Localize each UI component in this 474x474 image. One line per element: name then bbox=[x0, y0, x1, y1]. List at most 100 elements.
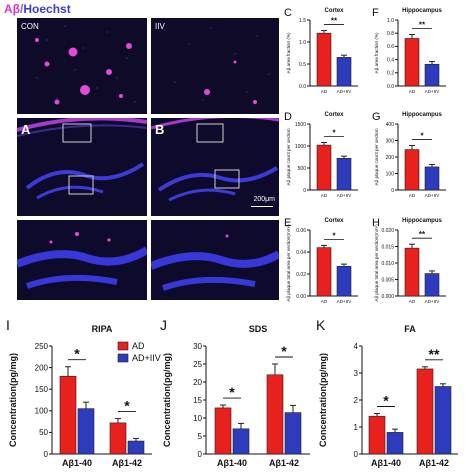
y-tick-label-J: 0 bbox=[198, 450, 203, 459]
chart-title-C: Cortex bbox=[324, 8, 344, 14]
title-separator: / bbox=[20, 2, 24, 16]
significance-mark-I: * bbox=[74, 346, 80, 362]
x-tick-label-H: AD bbox=[409, 299, 416, 304]
significance-mark-F: ** bbox=[419, 21, 426, 30]
panel-letter-a: A bbox=[21, 122, 31, 137]
y-tick-label-G: 200 bbox=[386, 155, 395, 161]
bar-H-0 bbox=[404, 247, 420, 297]
bar-K-0-1 bbox=[386, 432, 404, 455]
significance-mark-E: * bbox=[332, 231, 336, 240]
y-tick-label-G: 100 bbox=[386, 171, 395, 177]
y-tick-label-K: 1 bbox=[354, 423, 359, 432]
y-tick-label-I: 250 bbox=[35, 342, 49, 351]
label-iiv: IIV bbox=[155, 22, 165, 31]
chart-G: G Hippocampus 0 100 200 300 400 Aβ plaque count… bbox=[372, 111, 446, 198]
significance-mark-K: ** bbox=[429, 346, 440, 362]
chart-C: C Cortex 0.0 0.5 1.0 1.5 Aβ area fraction (%) A… bbox=[284, 7, 358, 94]
x-tick-label-J: Aβ1-40 bbox=[217, 458, 247, 468]
y-axis-label-F: Aβ area fraction (%) bbox=[374, 32, 379, 73]
x-tick-label-G: AD bbox=[409, 193, 416, 198]
y-tick-label-E: 0.06 bbox=[296, 228, 306, 234]
bar-J-1-1 bbox=[284, 412, 302, 455]
significance-mark-K: * bbox=[383, 393, 389, 409]
panel-letter-b: B bbox=[155, 122, 165, 137]
x-tick-label-K: Aβ1-40 bbox=[371, 458, 401, 468]
scale-bar-line bbox=[251, 206, 273, 207]
legend-label-0: AD bbox=[132, 341, 145, 351]
y-tick-label-J: 10 bbox=[193, 414, 202, 423]
y-tick-label-J: 20 bbox=[193, 378, 202, 387]
y-tick-label-H: 0.020 bbox=[381, 228, 394, 234]
micro-iiv-hippocampus bbox=[151, 220, 279, 300]
bar-G-0 bbox=[404, 149, 420, 191]
y-tick-label-G: 0 bbox=[391, 188, 394, 194]
x-tick-label-C: AD+IIV bbox=[337, 89, 353, 94]
micro-iiv-section: B 200μm bbox=[151, 118, 279, 216]
micro-iiv-zoom: IIV bbox=[151, 18, 279, 114]
bar-H-1 bbox=[424, 273, 440, 297]
panel-letter-F: F bbox=[372, 7, 379, 19]
panel-letter-C: C bbox=[284, 7, 292, 19]
scale-bar-label: 200μm bbox=[253, 196, 275, 203]
x-tick-label-J: Aβ1-42 bbox=[269, 458, 299, 468]
panel-letter-I: I bbox=[6, 317, 10, 333]
y-tick-label-H: 0.005 bbox=[381, 277, 394, 283]
y-tick-label-J: 15 bbox=[193, 396, 202, 405]
micro-con-hippocampus bbox=[17, 220, 147, 300]
label-con: CON bbox=[21, 22, 39, 31]
y-tick-label-E: 0.00 bbox=[296, 294, 306, 300]
x-tick-label-D: AD bbox=[321, 193, 328, 198]
bar-I-0-1 bbox=[77, 408, 95, 455]
bar-K-1-0 bbox=[416, 368, 434, 455]
x-tick-label-E: AD+IIV bbox=[337, 299, 353, 304]
y-tick-label-C: 1.5 bbox=[299, 18, 306, 24]
significance-mark-J: * bbox=[229, 384, 235, 400]
y-tick-label-J: 5 bbox=[198, 432, 203, 441]
bar-C-0 bbox=[316, 32, 332, 87]
bar-D-0 bbox=[316, 144, 332, 191]
significance-mark-C: ** bbox=[331, 17, 338, 26]
micro-con-zoom: CON bbox=[17, 18, 147, 114]
y-tick-label-I: 50 bbox=[39, 428, 48, 437]
title-hoechst: Hoechst bbox=[23, 2, 71, 16]
y-axis-label-J: Concentration(pg/mg) bbox=[162, 353, 172, 447]
y-tick-label-F: 0.0 bbox=[387, 84, 394, 90]
y-axis-label-E: Aβ plaque total area per section(mm²) bbox=[286, 224, 291, 302]
x-tick-label-E: AD bbox=[321, 299, 328, 304]
y-tick-label-J: 30 bbox=[193, 342, 202, 351]
significance-mark-G: * bbox=[420, 131, 424, 140]
micro-con-section-image bbox=[17, 118, 147, 216]
micro-con-section: A bbox=[17, 118, 147, 216]
y-axis-label-H: Aβ plaque total area per section(mm²) bbox=[374, 224, 379, 302]
panel-letter-K: K bbox=[316, 317, 326, 333]
y-tick-label-F: 1.0 bbox=[387, 18, 394, 24]
y-tick-label-I: 0 bbox=[44, 450, 49, 459]
panel-letter-J: J bbox=[160, 317, 167, 333]
bar-F-1 bbox=[424, 63, 440, 87]
bar-J-0-0 bbox=[214, 407, 232, 455]
y-axis-label-G: Aβ plaque count per section bbox=[374, 128, 379, 185]
y-tick-label-I: 100 bbox=[35, 407, 49, 416]
chart-I: I RIPA 0 50 100 150 200 250 Concentration(pg/mg)… bbox=[6, 317, 161, 468]
chart-K: K FA 0 1 2 3 4 Concentration(pg/mg) Aβ1-40 * Aβ1-4… bbox=[316, 317, 458, 468]
micro-iiv-section-image bbox=[151, 118, 279, 216]
x-tick-label-D: AD+IIV bbox=[337, 193, 353, 198]
legend-swatch-0 bbox=[117, 341, 129, 351]
x-tick-label-F: AD+IIV bbox=[425, 89, 441, 94]
y-axis-label-K: Concentration(pg/mg) bbox=[318, 353, 328, 447]
chart-title-I: RIPA bbox=[92, 324, 113, 334]
y-tick-label-H: 0.000 bbox=[381, 294, 394, 300]
bar-K-1-1 bbox=[434, 386, 452, 455]
x-tick-label-I: Aβ1-40 bbox=[62, 458, 92, 468]
figure-title: Aβ/Hoechst bbox=[4, 2, 71, 16]
chart-E: E Cortex 0.00 0.02 0.04 0.06 Aβ plaque total a… bbox=[284, 217, 358, 304]
y-tick-label-D: 1000 bbox=[295, 144, 306, 150]
bar-I-1-1 bbox=[127, 440, 145, 455]
chart-J: J SDS 0 5 10 15 20 25 30 Concentration(pg/mg) Aβ1-… bbox=[160, 317, 310, 468]
y-tick-label-K: 2 bbox=[354, 396, 359, 405]
bar-C-1 bbox=[336, 57, 352, 87]
chart-title-E: Cortex bbox=[324, 218, 344, 224]
y-tick-label-I: 200 bbox=[35, 363, 49, 372]
y-tick-label-K: 4 bbox=[354, 342, 359, 351]
